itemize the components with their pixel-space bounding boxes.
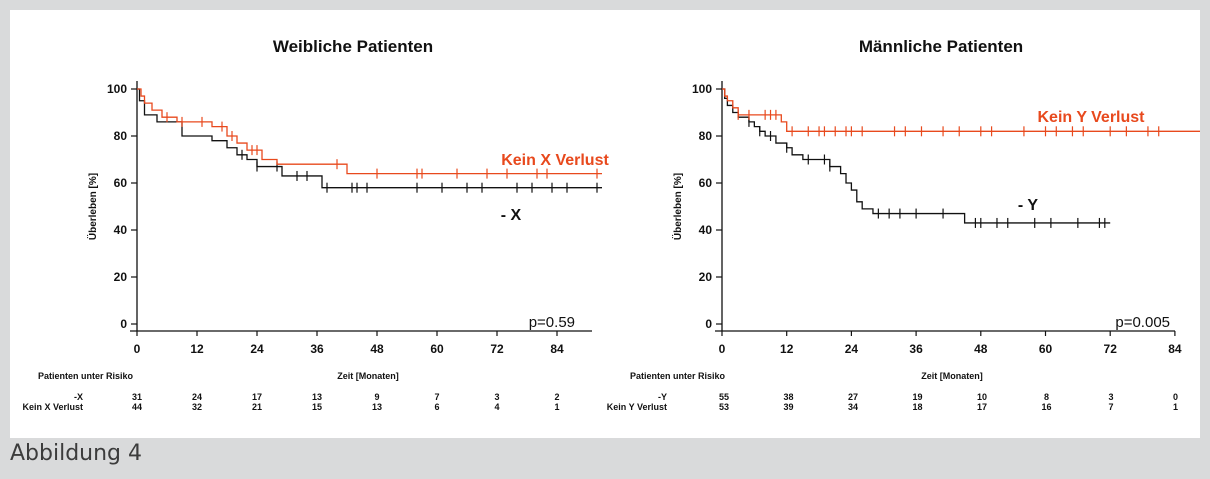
- risk-table-label: Patienten unter Risiko: [38, 371, 134, 381]
- risk-value: 39: [783, 402, 793, 412]
- y-tick-label: 40: [114, 223, 128, 237]
- risk-row-label: Kein Y Verlust: [607, 402, 667, 412]
- risk-value: 6: [434, 402, 439, 412]
- x-tick-label: 24: [250, 342, 264, 356]
- x-tick-label: 48: [370, 342, 384, 356]
- risk-row-label: -Y: [658, 392, 667, 402]
- y-tick-label: 40: [699, 223, 713, 237]
- risk-value: 27: [848, 392, 858, 402]
- chart-title: Männliche Patienten: [859, 37, 1023, 56]
- risk-value: 10: [977, 392, 987, 402]
- risk-value: 53: [719, 402, 729, 412]
- survival-curve-reference: [137, 88, 602, 175]
- risk-value: 21: [252, 402, 262, 412]
- y-axis-label: Überleben [%]: [86, 173, 99, 240]
- p-value: p=0.59: [529, 314, 575, 331]
- x-tick-label: 48: [974, 342, 988, 356]
- risk-row-label: -X: [74, 392, 83, 402]
- x-tick-label: 12: [780, 342, 794, 356]
- risk-row-label: Kein X Verlust: [22, 402, 83, 412]
- risk-value: 13: [372, 402, 382, 412]
- risk-value: 13: [312, 392, 322, 402]
- risk-value: 15: [312, 402, 322, 412]
- figure-panel: Weibliche Patienten 0 20 40 60 80 100 0 12 24 36 48…: [10, 10, 1210, 438]
- x-tick-label: 0: [134, 342, 141, 356]
- y-tick-label: 0: [120, 317, 127, 331]
- risk-value: 8: [1044, 392, 1049, 402]
- x-tick-label: 36: [909, 342, 923, 356]
- x-tick-label: 84: [550, 342, 564, 356]
- risk-value: 34: [848, 402, 858, 412]
- x-tick-label: 60: [1039, 342, 1053, 356]
- risk-value: 7: [434, 392, 439, 402]
- risk-value: 17: [252, 392, 262, 402]
- p-value: p=0.005: [1115, 314, 1170, 331]
- x-axis-label: Zeit [Monaten]: [337, 371, 399, 381]
- risk-value: 4: [494, 402, 499, 412]
- risk-value: 16: [1041, 402, 1051, 412]
- y-tick-label: 100: [692, 82, 712, 96]
- risk-value: 38: [783, 392, 793, 402]
- x-tick-label: 24: [845, 342, 859, 356]
- x-tick-label: 0: [719, 342, 726, 356]
- risk-value: 2: [554, 392, 559, 402]
- series-label: Kein Y Verlust: [1037, 109, 1145, 126]
- x-tick-label: 72: [490, 342, 504, 356]
- risk-value: 9: [374, 392, 379, 402]
- x-tick-label: 84: [1168, 342, 1182, 356]
- risk-value: 1: [554, 402, 559, 412]
- risk-value: 55: [719, 392, 729, 402]
- y-tick-label: 100: [107, 82, 127, 96]
- y-axis-label: Überleben [%]: [671, 173, 684, 240]
- risk-value: 3: [1108, 392, 1113, 402]
- x-tick-label: 60: [430, 342, 444, 356]
- series-label: - Y: [1018, 197, 1038, 214]
- risk-value: 18: [912, 402, 922, 412]
- y-tick-label: 20: [699, 270, 713, 284]
- risk-value: 44: [132, 402, 142, 412]
- risk-value: 24: [192, 392, 202, 402]
- y-tick-label: 60: [114, 176, 128, 190]
- series-label: - X: [501, 207, 522, 224]
- figure-caption: Abbildung 4: [10, 441, 143, 466]
- x-axis-label: Zeit [Monaten]: [921, 371, 983, 381]
- survival-curve-loss: [137, 88, 602, 189]
- top-strip: [0, 0, 1210, 10]
- risk-value: 0: [1173, 392, 1178, 402]
- risk-value: 17: [977, 402, 987, 412]
- x-tick-label: 36: [310, 342, 324, 356]
- chart-title: Weibliche Patienten: [273, 37, 433, 56]
- risk-table-label: Patienten unter Risiko: [630, 371, 726, 381]
- risk-value: 7: [1108, 402, 1113, 412]
- survival-curve-reference: [722, 88, 1210, 132]
- risk-value: 1: [1173, 402, 1178, 412]
- risk-value: 3: [494, 392, 499, 402]
- y-tick-label: 20: [114, 270, 128, 284]
- x-tick-label: 72: [1104, 342, 1118, 356]
- risk-value: 31: [132, 392, 142, 402]
- y-tick-label: 80: [114, 129, 128, 143]
- y-tick-label: 0: [705, 317, 712, 331]
- x-tick-label: 12: [190, 342, 204, 356]
- series-label: Kein X Verlust: [501, 152, 609, 169]
- y-tick-label: 60: [699, 176, 713, 190]
- risk-value: 19: [912, 392, 922, 402]
- y-tick-label: 80: [699, 129, 713, 143]
- survival-curve-loss: [722, 88, 1111, 224]
- risk-value: 32: [192, 402, 202, 412]
